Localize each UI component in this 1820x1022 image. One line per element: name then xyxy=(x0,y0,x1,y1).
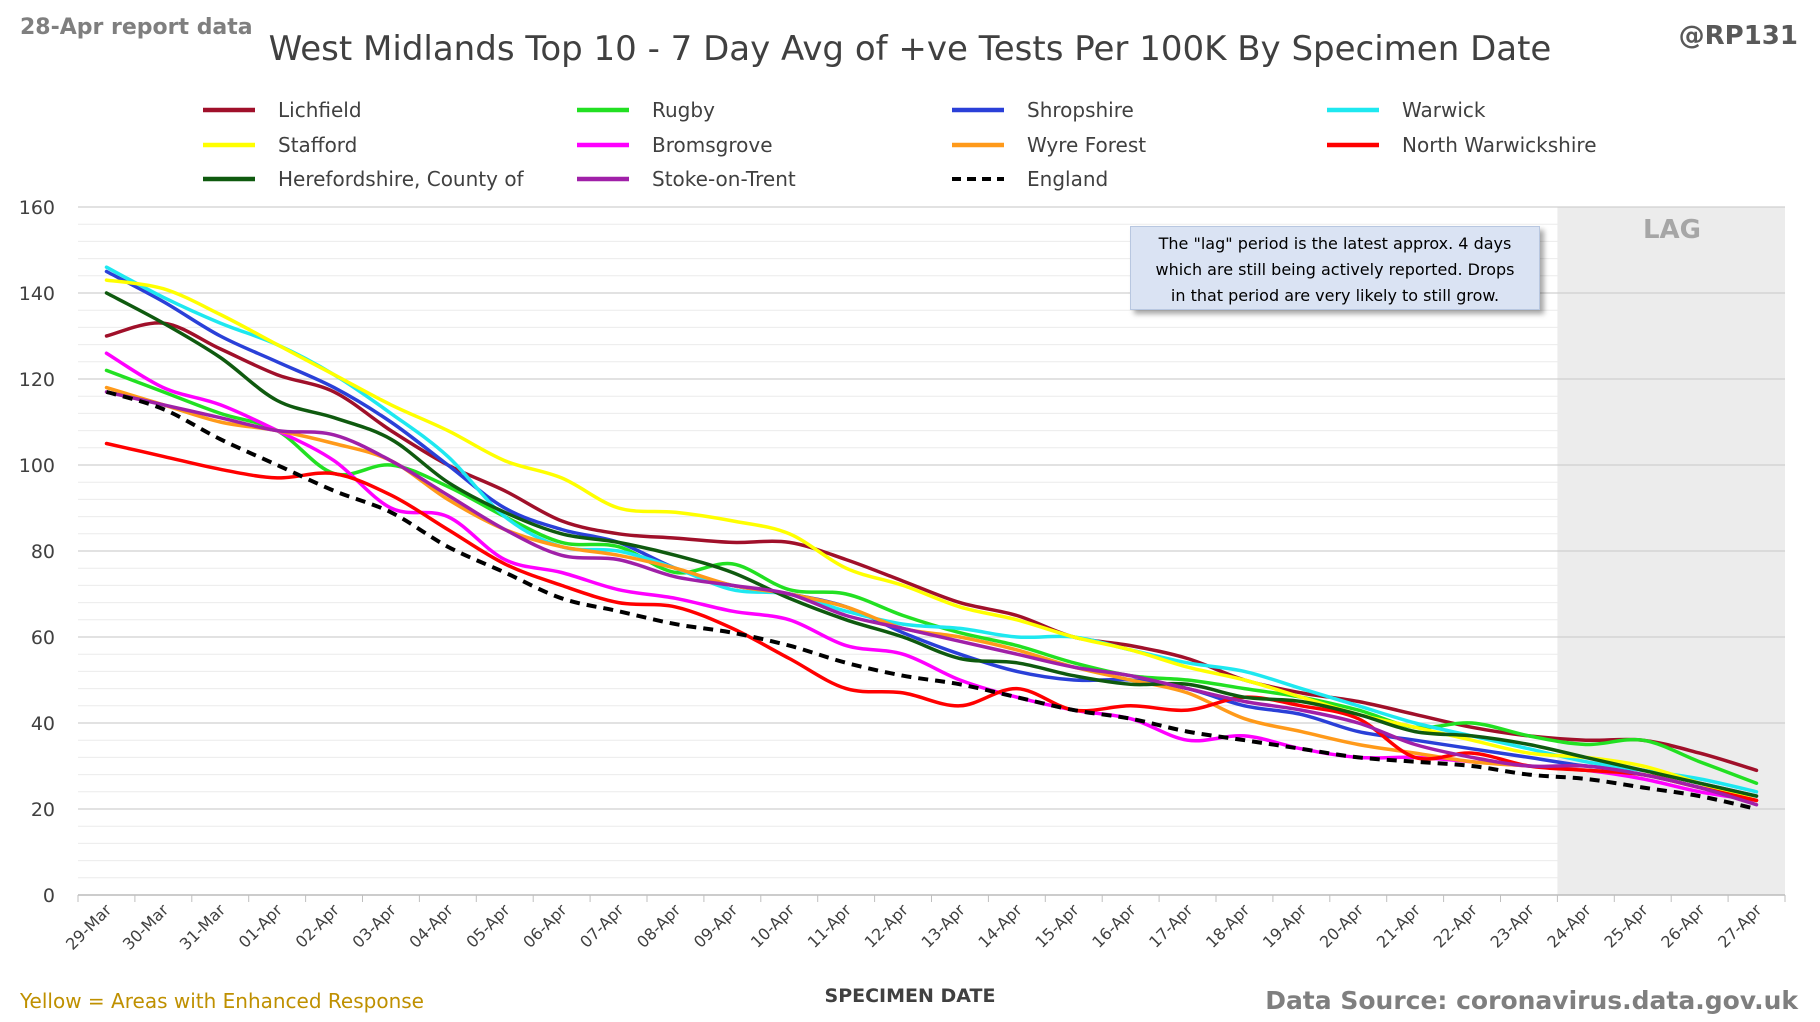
series-line-stafford xyxy=(104,278,1759,803)
y-tick-label: 60 xyxy=(31,627,55,649)
data-source-label: Data Source: coronavirus.data.gov.uk xyxy=(1265,986,1799,1015)
legend-label-stafford: Stafford xyxy=(278,133,357,157)
lag-note-line-1: The "lag" period is the latest approx. 4… xyxy=(1158,234,1512,253)
y-tick-label: 20 xyxy=(31,799,55,821)
series-line-herefordshire-county-of xyxy=(104,291,1759,798)
lag-note-line-3: in that period are very likely to still … xyxy=(1170,286,1500,305)
y-tick-label: 0 xyxy=(43,885,55,907)
legend-label-rugby: Rugby xyxy=(652,98,715,122)
legend-label-england: England xyxy=(1027,167,1108,191)
chart-title: West Midlands Top 10 - 7 Day Avg of +ve … xyxy=(269,29,1552,69)
legend-label-bromsgrove: Bromsgrove xyxy=(652,133,773,157)
y-tick-label: 140 xyxy=(19,283,55,305)
lag-note-box: The "lag" period is the latest approx. 4… xyxy=(1130,226,1540,310)
report-date-label: 28-Apr report data xyxy=(20,15,253,40)
series-line-shropshire xyxy=(104,269,1759,798)
series-line-north-warwickshire xyxy=(104,441,1759,803)
series-line-england xyxy=(105,389,1757,811)
legend-label-warwick: Warwick xyxy=(1402,98,1486,122)
series-line-stoke-on-trent xyxy=(104,390,1759,807)
y-tick-label: 160 xyxy=(19,197,55,219)
enhanced-response-note: Yellow = Areas with Enhanced Response xyxy=(19,989,424,1013)
author-handle: @RP131 xyxy=(1679,21,1798,51)
lag-label: LAG xyxy=(1643,215,1701,245)
legend-label-stoke-on-trent: Stoke-on-Trent xyxy=(652,167,796,191)
legend-label-wyre-forest: Wyre Forest xyxy=(1027,133,1146,157)
legend-label-north-warwickshire: North Warwickshire xyxy=(1402,133,1597,157)
legend-label-shropshire: Shropshire xyxy=(1027,98,1134,122)
y-tick-label: 80 xyxy=(31,541,55,563)
y-tick-label: 40 xyxy=(31,713,55,735)
legend-label-herefordshire-county-of: Herefordshire, County of xyxy=(278,167,525,191)
y-tick-label: 100 xyxy=(19,455,55,477)
x-axis-label: SPECIMEN DATE xyxy=(825,985,996,1007)
legend-label-lichfield: Lichfield xyxy=(278,98,362,122)
y-tick-label: 120 xyxy=(19,369,55,391)
lag-note-line-2: which are still being actively reported.… xyxy=(1155,260,1515,279)
series-line-lichfield xyxy=(104,321,1759,773)
series-line-rugby xyxy=(104,368,1759,785)
